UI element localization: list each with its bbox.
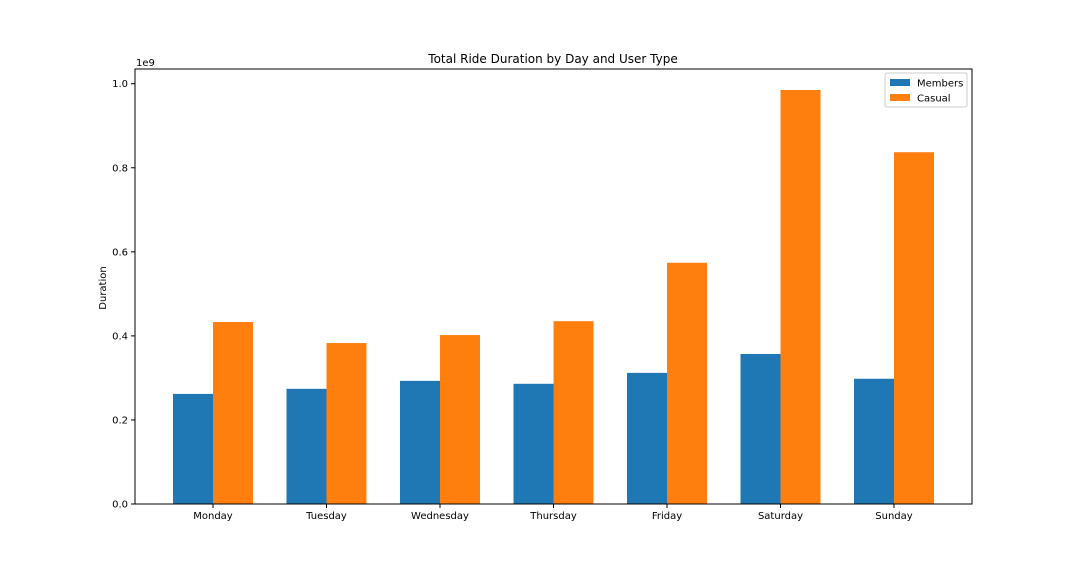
bar-members-wednesday [400,380,440,504]
bar-casual-sunday [894,152,934,504]
x-tick-label: Sunday [875,511,912,522]
bar-members-sunday [854,378,894,504]
chart-title: Total Ride Duration by Day and User Type [427,52,677,66]
x-tick-label: Monday [193,511,233,522]
y-tick-label: 0.2 [112,415,128,426]
x-tick-label: Tuesday [305,511,347,522]
bar-members-tuesday [286,388,327,504]
y-axis-scale-label: 1e9 [136,58,155,69]
y-tick-label: 0.6 [112,247,128,258]
bar-casual-tuesday [326,343,367,504]
x-tick-label: Wednesday [411,511,469,522]
ticks-layer: Monday Tuesday Wednesday Thursday Friday Satu… [112,79,913,522]
legend-label-casual: Casual [917,94,951,105]
bars-layer [173,90,934,504]
x-tick-label: Thursday [529,511,577,522]
x-tick-label: Friday [652,511,682,522]
y-tick-label: 0.0 [112,500,128,511]
bar-members-thursday [513,383,554,504]
bar-casual-thursday [553,321,594,504]
x-tick-label: Saturday [758,511,803,522]
bar-casual-saturday [780,90,821,504]
plot-frame [134,68,973,505]
legend-label-members: Members [917,79,963,90]
y-axis-label: Duration [98,266,109,309]
bar-members-saturday [740,353,781,504]
y-tick-label: 0.8 [112,163,128,174]
bar-casual-friday [667,262,707,504]
bar-casual-monday [213,322,253,504]
legend: Members Casual [884,72,968,108]
legend-swatch-members [890,79,910,86]
legend-swatch-casual [890,94,910,101]
bar-casual-wednesday [440,335,480,504]
bar-members-monday [173,393,213,504]
y-tick-label: 0.4 [112,331,128,342]
bar-members-friday [627,372,667,504]
y-tick-label: 1.0 [112,79,128,90]
